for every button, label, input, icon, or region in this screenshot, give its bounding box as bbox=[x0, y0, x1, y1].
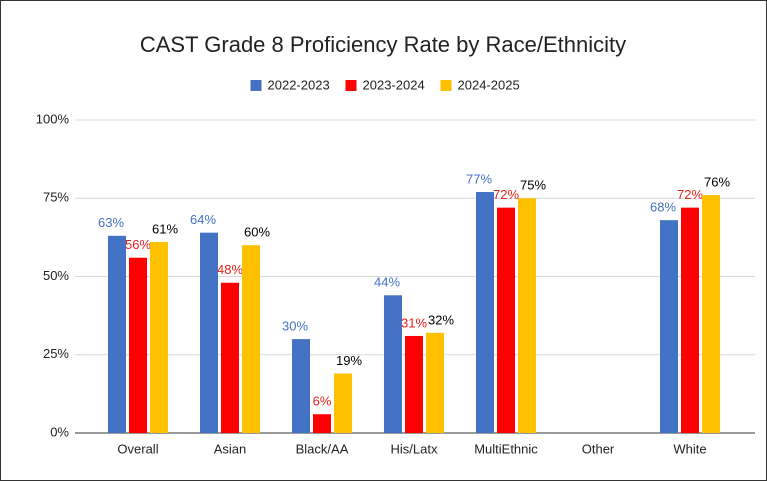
bar bbox=[426, 332, 444, 433]
x-tick-label: MultiEthnic bbox=[474, 441, 538, 456]
data-label: 6% bbox=[313, 394, 332, 409]
data-label: 48% bbox=[217, 262, 243, 277]
bar bbox=[150, 242, 168, 433]
data-label: 76% bbox=[704, 175, 730, 190]
bar bbox=[384, 295, 402, 433]
data-label: 63% bbox=[98, 215, 124, 230]
data-label: 19% bbox=[336, 353, 362, 368]
x-tick-label: Overall bbox=[117, 441, 158, 456]
bar bbox=[405, 335, 423, 433]
legend-swatch bbox=[345, 80, 357, 91]
legend-label: 2022-2023 bbox=[268, 77, 330, 92]
y-tick-label: 25% bbox=[43, 346, 69, 361]
x-tick-label: His/Latx bbox=[391, 441, 438, 456]
bar bbox=[129, 257, 147, 433]
bar bbox=[292, 339, 310, 433]
chart-title: CAST Grade 8 Proficiency Rate by Race/Et… bbox=[140, 32, 626, 57]
y-tick-label: 75% bbox=[43, 190, 69, 205]
y-tick-label: 100% bbox=[36, 111, 70, 126]
legend-label: 2024-2025 bbox=[458, 77, 520, 92]
data-label: 72% bbox=[677, 187, 703, 202]
data-label: 61% bbox=[152, 222, 178, 237]
bar bbox=[334, 373, 352, 433]
data-label: 72% bbox=[493, 187, 519, 202]
bar bbox=[313, 414, 331, 433]
bar bbox=[702, 195, 720, 433]
data-label: 56% bbox=[125, 237, 151, 252]
bar bbox=[200, 232, 218, 433]
data-label: 60% bbox=[244, 225, 270, 240]
data-label: 30% bbox=[282, 319, 308, 334]
data-label: 68% bbox=[650, 200, 676, 215]
bar bbox=[681, 207, 699, 433]
y-tick-label: 50% bbox=[43, 268, 69, 283]
legend-label: 2023-2024 bbox=[363, 77, 425, 92]
data-label: 44% bbox=[374, 275, 400, 290]
x-tick-label: White bbox=[673, 441, 706, 456]
x-tick-label: Asian bbox=[214, 441, 247, 456]
bar bbox=[660, 220, 678, 433]
data-label: 64% bbox=[190, 212, 216, 227]
bar bbox=[476, 191, 494, 433]
bar bbox=[518, 198, 536, 433]
data-label: 32% bbox=[428, 312, 454, 327]
bar bbox=[242, 245, 260, 433]
x-tick-label: Black/AA bbox=[296, 441, 349, 456]
data-label: 31% bbox=[401, 315, 427, 330]
y-tick-label: 0% bbox=[50, 424, 69, 439]
data-label: 75% bbox=[520, 178, 546, 193]
x-tick-label: Other bbox=[582, 441, 615, 456]
bar bbox=[108, 235, 126, 433]
bar bbox=[221, 282, 239, 433]
bar bbox=[497, 207, 515, 433]
data-label: 77% bbox=[466, 171, 492, 186]
legend-swatch bbox=[440, 80, 452, 91]
legend-swatch bbox=[250, 80, 262, 91]
